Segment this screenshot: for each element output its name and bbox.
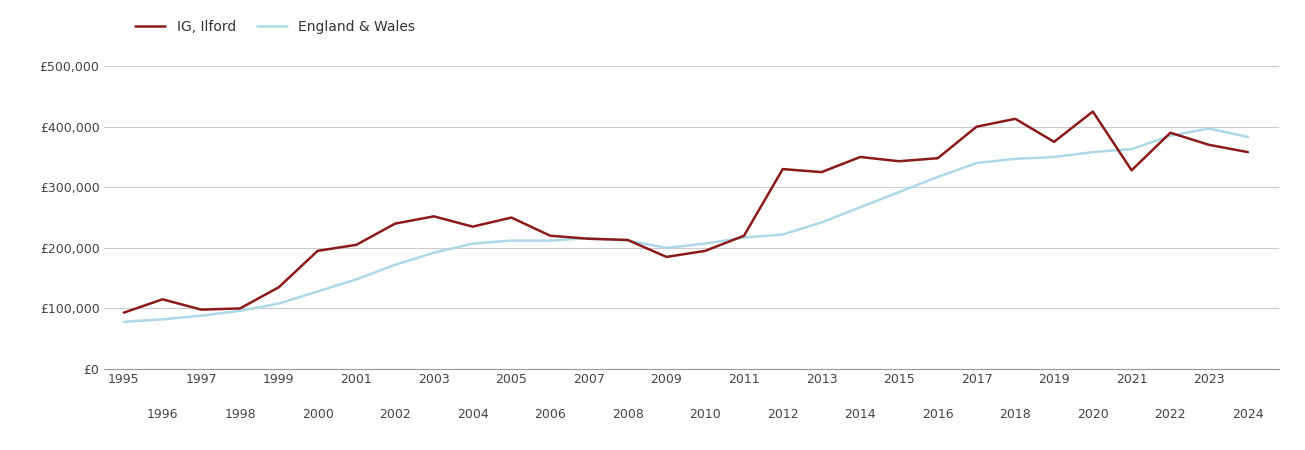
Text: 2018: 2018 xyxy=(1000,408,1031,421)
IG, Ilford xyxy=(659,254,675,260)
IG, Ilford xyxy=(232,306,248,311)
England & Wales xyxy=(620,238,636,243)
IG, Ilford xyxy=(348,242,364,248)
England & Wales xyxy=(814,220,830,225)
IG, Ilford xyxy=(309,248,325,254)
England & Wales xyxy=(968,160,984,166)
England & Wales xyxy=(465,241,480,246)
England & Wales xyxy=(1163,133,1178,139)
IG, Ilford xyxy=(697,248,713,254)
England & Wales xyxy=(388,262,403,267)
England & Wales xyxy=(1202,126,1218,131)
Text: 2004: 2004 xyxy=(457,408,488,421)
England & Wales xyxy=(271,301,287,306)
Text: 2014: 2014 xyxy=(844,408,876,421)
IG, Ilford xyxy=(1163,130,1178,135)
IG, Ilford xyxy=(465,224,480,230)
IG, Ilford xyxy=(388,221,403,226)
IG, Ilford xyxy=(1124,167,1139,173)
England & Wales xyxy=(425,250,441,256)
Text: 2022: 2022 xyxy=(1155,408,1186,421)
Text: 2006: 2006 xyxy=(534,408,566,421)
IG, Ilford xyxy=(620,237,636,243)
Line: IG, Ilford: IG, Ilford xyxy=(124,112,1248,313)
England & Wales xyxy=(116,319,132,324)
Text: 2010: 2010 xyxy=(689,408,722,421)
England & Wales xyxy=(155,317,171,322)
IG, Ilford xyxy=(193,307,209,312)
IG, Ilford xyxy=(968,124,984,130)
IG, Ilford xyxy=(504,215,519,220)
England & Wales xyxy=(348,277,364,282)
Text: 2000: 2000 xyxy=(301,408,334,421)
England & Wales xyxy=(852,205,868,210)
England & Wales xyxy=(930,174,946,180)
Text: 2008: 2008 xyxy=(612,408,643,421)
Text: 1998: 1998 xyxy=(224,408,256,421)
IG, Ilford xyxy=(116,310,132,315)
IG, Ilford xyxy=(891,158,907,164)
Line: England & Wales: England & Wales xyxy=(124,129,1248,322)
Text: 2002: 2002 xyxy=(380,408,411,421)
England & Wales xyxy=(581,235,596,241)
IG, Ilford xyxy=(581,236,596,242)
England & Wales xyxy=(309,289,325,294)
England & Wales xyxy=(543,238,559,243)
Text: 2020: 2020 xyxy=(1077,408,1109,421)
IG, Ilford xyxy=(1047,139,1062,144)
England & Wales xyxy=(504,238,519,243)
Text: 2012: 2012 xyxy=(767,408,799,421)
England & Wales xyxy=(232,308,248,314)
IG, Ilford xyxy=(1202,142,1218,148)
England & Wales xyxy=(659,245,675,251)
England & Wales xyxy=(1124,146,1139,152)
IG, Ilford xyxy=(775,166,791,172)
IG, Ilford xyxy=(271,284,287,290)
IG, Ilford xyxy=(425,214,441,219)
England & Wales xyxy=(1007,156,1023,162)
IG, Ilford xyxy=(1240,149,1255,155)
IG, Ilford xyxy=(155,297,171,302)
IG, Ilford xyxy=(930,156,946,161)
England & Wales xyxy=(1240,134,1255,140)
England & Wales xyxy=(193,313,209,319)
England & Wales xyxy=(1084,149,1100,155)
IG, Ilford xyxy=(852,154,868,160)
Text: 2016: 2016 xyxy=(921,408,954,421)
Legend: IG, Ilford, England & Wales: IG, Ilford, England & Wales xyxy=(134,20,415,34)
IG, Ilford xyxy=(736,233,752,238)
England & Wales xyxy=(775,232,791,237)
IG, Ilford xyxy=(543,233,559,238)
England & Wales xyxy=(891,189,907,195)
England & Wales xyxy=(1047,154,1062,160)
IG, Ilford xyxy=(1084,109,1100,114)
Text: 1996: 1996 xyxy=(146,408,179,421)
England & Wales xyxy=(736,235,752,240)
England & Wales xyxy=(697,241,713,246)
IG, Ilford xyxy=(1007,116,1023,122)
IG, Ilford xyxy=(814,169,830,175)
Text: 2024: 2024 xyxy=(1232,408,1263,421)
